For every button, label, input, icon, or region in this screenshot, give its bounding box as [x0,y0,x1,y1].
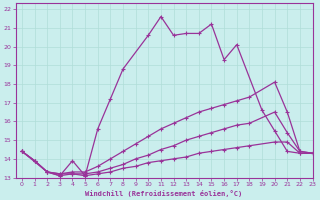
X-axis label: Windchill (Refroidissement éolien,°C): Windchill (Refroidissement éolien,°C) [85,190,243,197]
